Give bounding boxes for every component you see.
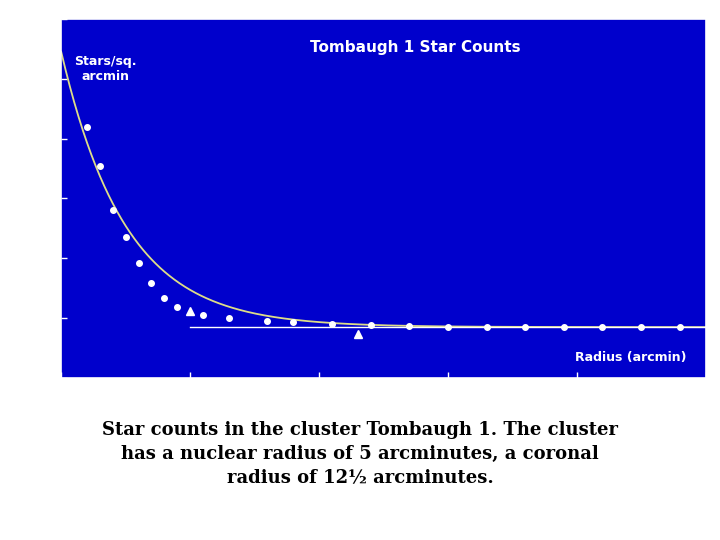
Text: Radius (arcmin): Radius (arcmin) bbox=[575, 350, 686, 363]
Text: Stars/sq.
arcmin: Stars/sq. arcmin bbox=[74, 55, 137, 83]
Text: Star counts in the cluster Tombaugh 1. The cluster
has a nuclear radius of 5 arc: Star counts in the cluster Tombaugh 1. T… bbox=[102, 421, 618, 487]
Text: Tombaugh 1 Star Counts: Tombaugh 1 Star Counts bbox=[310, 40, 521, 56]
